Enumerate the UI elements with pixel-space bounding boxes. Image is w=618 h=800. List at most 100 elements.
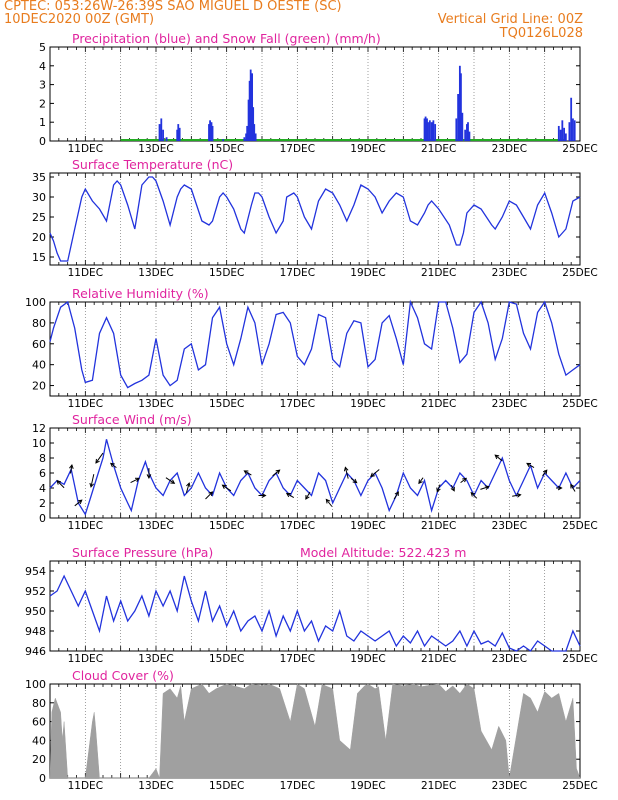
precip-bar [253, 124, 256, 141]
precip-bar [423, 118, 426, 141]
wind-arrow-head [470, 491, 476, 497]
wind-arrow [526, 462, 535, 469]
panel-title: Surface Temperature (nC) [72, 157, 233, 172]
wind-arrow-head [436, 487, 441, 493]
wind-arrow [344, 467, 349, 479]
wind-arrow-head [95, 458, 100, 464]
panel-frame [49, 46, 581, 142]
y-tick-label: 0 [39, 772, 46, 785]
y-tick-label: 35 [32, 171, 46, 184]
precip-bar [209, 120, 211, 141]
wind-arrow [205, 491, 213, 500]
panel-title: Surface Wind (m/s) [72, 412, 192, 427]
precip-bar [458, 65, 461, 141]
x-tick-label: 11DEC [68, 780, 103, 792]
wind-arrow-head [89, 482, 95, 488]
x-tick-label: 19DEC [350, 143, 385, 155]
wind-arrow [350, 477, 357, 484]
x-tick-label: 19DEC [350, 520, 385, 532]
x-tick-label: 21DEC [421, 143, 456, 155]
y-tick-label: 3 [39, 79, 46, 92]
precip-bar [210, 122, 213, 141]
precip-bar [427, 122, 429, 141]
y-tick-label: 0 [39, 135, 46, 148]
wind-arrow [272, 469, 280, 477]
y-tick-label: 60 [32, 716, 46, 729]
precip-bar [424, 116, 427, 141]
wind-arrow [70, 464, 73, 474]
x-tick-label: 15DEC [209, 267, 244, 279]
x-tick-label: 25DEC [562, 398, 597, 410]
wind-arrow-head [146, 474, 152, 479]
x-tick-label: 11DEC [68, 267, 103, 279]
y-tick-label: 5 [39, 41, 46, 54]
wind-arrow-head [56, 480, 62, 485]
series-line-rh [49, 299, 581, 389]
precip-bar [461, 112, 464, 141]
wind-arrow [460, 477, 467, 484]
x-tick-label: 11DEC [68, 398, 103, 410]
wind-arrow-head [134, 477, 140, 482]
precip-bar [426, 118, 428, 141]
y-tick-label: 40 [32, 359, 46, 372]
precip-bar [243, 137, 246, 141]
precip-bar [248, 80, 251, 141]
x-tick-label: 21DEC [421, 520, 456, 532]
wind-arrow-head [516, 493, 522, 498]
y-tick-label: 0 [39, 512, 46, 525]
station-line: CPTEC: 053:26W-26:39S SAO MIGUEL D OESTE… [4, 0, 342, 14]
x-tick-label: 17DEC [280, 267, 315, 279]
y-tick-label: 20 [32, 380, 46, 393]
y-tick-label: 950 [25, 605, 46, 618]
x-tick-label: 25DEC [562, 520, 597, 532]
precip-bar [557, 125, 560, 141]
y-tick-label: 1 [39, 116, 46, 129]
wind-arrow [74, 499, 83, 507]
x-tick-label: 13DEC [138, 267, 173, 279]
x-tick-label: 21DEC [421, 780, 456, 792]
panel-frame [49, 301, 581, 397]
precip-bar [572, 118, 574, 141]
x-tick-label: 17DEC [280, 653, 315, 665]
y-tick-label: 20 [32, 231, 46, 244]
x-tick-label: 15DEC [209, 143, 244, 155]
wind-arrow [56, 480, 65, 489]
x-tick-label: 25DEC [562, 267, 597, 279]
x-tick-label: 23DEC [492, 653, 527, 665]
x-tick-label: 13DEC [138, 398, 173, 410]
model-code: TQ0126L028 [499, 26, 583, 41]
precip-bar [430, 122, 433, 141]
wind-arrow [436, 484, 441, 492]
precip-bar [254, 133, 257, 141]
panel-title: Precipitation (blue) and Snow Fall (gree… [72, 31, 381, 46]
y-tick-label: 80 [32, 697, 46, 710]
series-line-temp [49, 176, 581, 262]
wind-arrow [418, 477, 424, 484]
x-tick-label: 25DEC [562, 143, 597, 155]
wind-arrow [185, 482, 190, 494]
x-tick-label: 25DEC [562, 780, 597, 792]
precip-bar [245, 133, 247, 141]
wind-arrow [95, 452, 104, 464]
wind-arrow [222, 484, 232, 492]
wind-arrow-head [343, 466, 349, 472]
panel-frame [49, 427, 581, 519]
precip-bar [252, 107, 255, 141]
precip-bar [559, 129, 562, 141]
wind-arrow-head [394, 491, 399, 497]
precip-bar [563, 127, 565, 141]
y-tick-label: 100 [25, 678, 46, 691]
wind-arrow-head [208, 491, 214, 496]
precip-bar [178, 127, 181, 141]
y-tick-label: 30 [32, 191, 46, 204]
x-tick-label: 11DEC [68, 520, 103, 532]
precip-bar [211, 125, 214, 141]
precip-bar [460, 73, 462, 141]
precip-bar [246, 125, 249, 141]
precip-bar [434, 124, 437, 141]
wind-arrow-head [275, 469, 281, 475]
wind-arrow-head [526, 462, 532, 468]
precip-bar [573, 120, 576, 141]
x-tick-label: 13DEC [138, 780, 173, 792]
x-tick-label: 15DEC [209, 398, 244, 410]
